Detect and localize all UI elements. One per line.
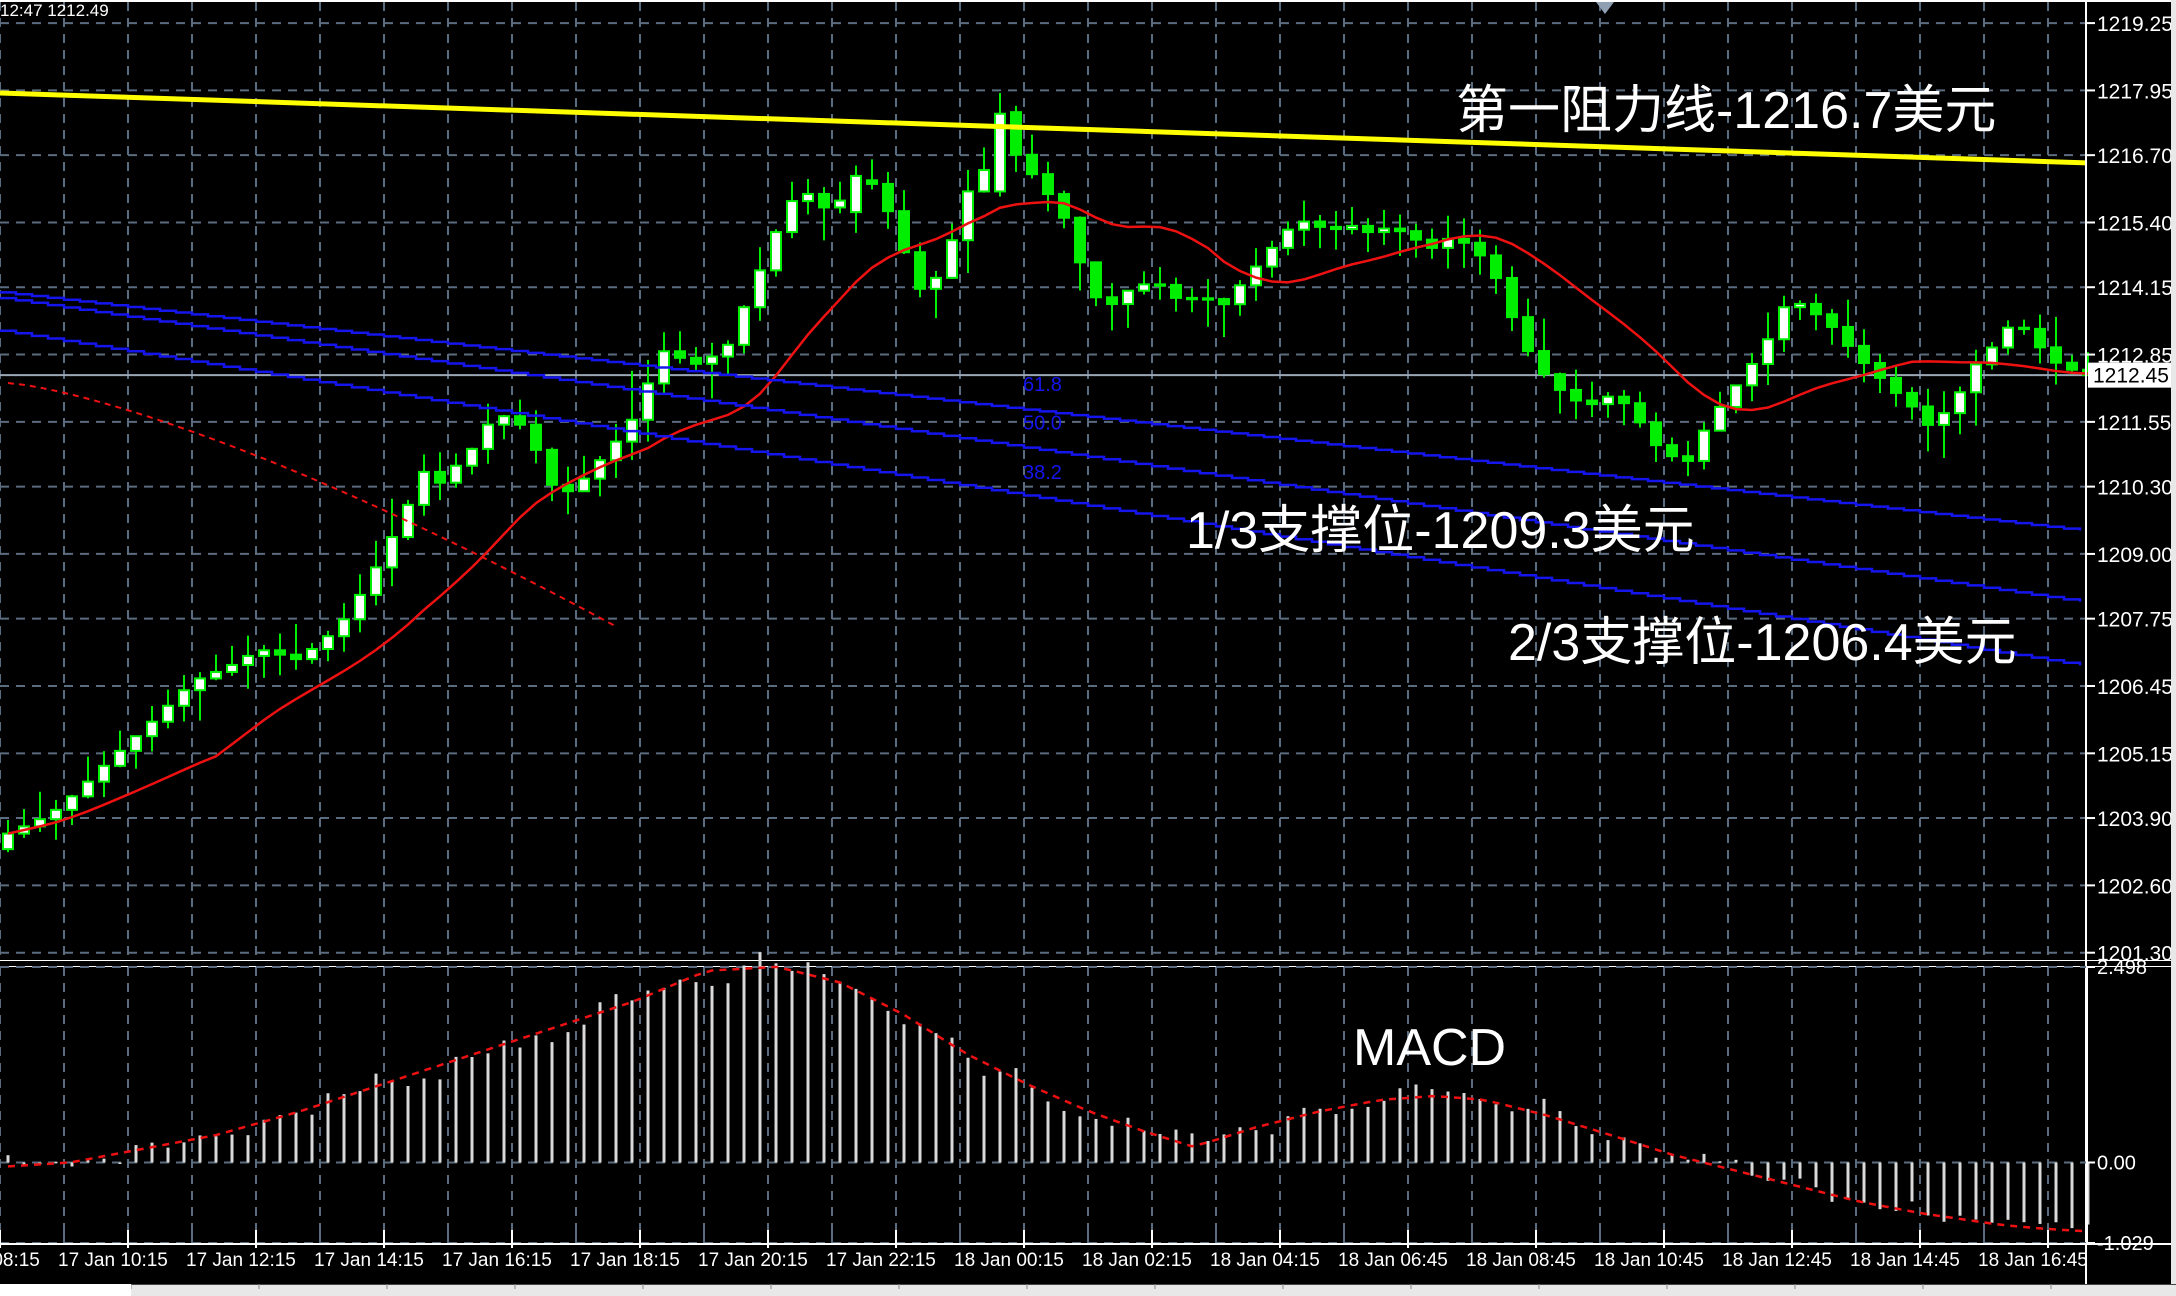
svg-text:18 Jan 12:45: 18 Jan 12:45 xyxy=(1722,1250,1832,1271)
svg-text:18 Jan 02:15: 18 Jan 02:15 xyxy=(1082,1250,1192,1271)
svg-text:1211.55: 1211.55 xyxy=(2097,412,2171,435)
svg-text:17 Jan 22:15: 17 Jan 22:15 xyxy=(826,1250,936,1271)
svg-text:17 Jan 16:15: 17 Jan 16:15 xyxy=(442,1250,552,1271)
svg-text:1203.90: 1203.90 xyxy=(2097,808,2173,831)
svg-text:1219.25: 1219.25 xyxy=(2097,13,2173,36)
svg-text:1209.00: 1209.00 xyxy=(2097,544,2173,567)
svg-text:17 Jan 14:15: 17 Jan 14:15 xyxy=(314,1250,424,1271)
svg-text:18 Jan 06:45: 18 Jan 06:45 xyxy=(1338,1250,1448,1271)
svg-text:1215.40: 1215.40 xyxy=(2097,212,2173,235)
svg-text:18 Jan 10:45: 18 Jan 10:45 xyxy=(1594,1250,1704,1271)
svg-text:17 Jan 20:15: 17 Jan 20:15 xyxy=(698,1250,808,1271)
svg-text:1217.95: 1217.95 xyxy=(2097,80,2173,103)
svg-text:1/3支撑位-1209.3美元: 1/3支撑位-1209.3美元 xyxy=(1186,502,1695,560)
svg-text:1216.70: 1216.70 xyxy=(2097,145,2173,168)
svg-text:12:47 1212.49: 12:47 1212.49 xyxy=(0,1,109,20)
svg-text:17 Jan 10:15: 17 Jan 10:15 xyxy=(58,1250,168,1271)
svg-text:MACD: MACD xyxy=(1353,1019,1506,1077)
svg-text:0.00: 0.00 xyxy=(2097,1152,2136,1174)
svg-text:第一阻力线-1216.7美元: 第一阻力线-1216.7美元 xyxy=(1456,82,1996,140)
svg-text:1202.60: 1202.60 xyxy=(2097,875,2173,898)
svg-text:38.2: 38.2 xyxy=(1023,462,1062,484)
svg-text:2/3支撑位-1206.4美元: 2/3支撑位-1206.4美元 xyxy=(1508,614,2017,672)
svg-text:18 Jan 14:45: 18 Jan 14:45 xyxy=(1850,1250,1960,1271)
svg-text:1206.45: 1206.45 xyxy=(2097,676,2173,699)
svg-text:17 Jan 08:15: 17 Jan 08:15 xyxy=(0,1250,40,1271)
svg-text:18 Jan 00:15: 18 Jan 00:15 xyxy=(954,1250,1064,1271)
svg-text:18 Jan 04:15: 18 Jan 04:15 xyxy=(1210,1250,1320,1271)
svg-text:17 Jan 12:15: 17 Jan 12:15 xyxy=(186,1250,296,1271)
svg-text:61.8: 61.8 xyxy=(1023,374,1062,396)
svg-text:50.0: 50.0 xyxy=(1023,413,1062,435)
svg-text:18 Jan 16:45: 18 Jan 16:45 xyxy=(1978,1250,2088,1271)
svg-text:17 Jan 18:15: 17 Jan 18:15 xyxy=(570,1250,680,1271)
svg-text:1207.75: 1207.75 xyxy=(2097,609,2173,632)
svg-text:1212.45: 1212.45 xyxy=(2093,365,2169,388)
svg-text:1214.15: 1214.15 xyxy=(2097,277,2173,300)
svg-text:2.498: 2.498 xyxy=(2097,957,2147,979)
svg-text:1205.15: 1205.15 xyxy=(2097,743,2173,766)
svg-text:1210.30: 1210.30 xyxy=(2097,477,2173,500)
svg-text:18 Jan 08:45: 18 Jan 08:45 xyxy=(1466,1250,1576,1271)
